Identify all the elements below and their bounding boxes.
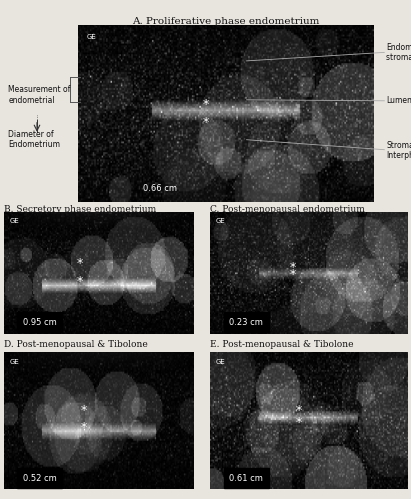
Text: *: * — [289, 261, 296, 274]
Text: *: * — [202, 116, 208, 129]
Text: Endometrial
stroma & epithelium: Endometrial stroma & epithelium — [386, 43, 411, 62]
Text: *: * — [81, 404, 87, 417]
Text: 0.61 cm: 0.61 cm — [229, 474, 263, 483]
Text: GE: GE — [215, 218, 225, 224]
Text: *: * — [295, 416, 302, 429]
Text: GE: GE — [10, 359, 20, 365]
Text: *: * — [289, 268, 296, 281]
Text: C. Post-menopausal endometrium: C. Post-menopausal endometrium — [210, 205, 365, 214]
Text: Lumen: Lumen — [386, 96, 411, 105]
Text: GE: GE — [215, 359, 225, 365]
Text: *: * — [76, 275, 83, 288]
Text: A. Proliferative phase endometrium: A. Proliferative phase endometrium — [132, 17, 320, 26]
Text: GE: GE — [87, 34, 97, 40]
Text: 0.95 cm: 0.95 cm — [23, 317, 57, 326]
Text: *: * — [81, 421, 87, 435]
Text: Diameter of
Endometrium: Diameter of Endometrium — [8, 130, 60, 149]
Text: GE: GE — [10, 218, 20, 224]
Text: Measurement of
endometrial: Measurement of endometrial — [8, 85, 71, 104]
Text: *: * — [202, 98, 208, 111]
Text: 0.66 cm: 0.66 cm — [143, 185, 177, 194]
Text: *: * — [76, 257, 83, 270]
Text: D. Post-menopausal & Tibolone: D. Post-menopausal & Tibolone — [4, 340, 148, 349]
Text: *: * — [295, 404, 302, 417]
Text: 0.52 cm: 0.52 cm — [23, 474, 57, 483]
Text: E. Post-menopausal & Tibolone: E. Post-menopausal & Tibolone — [210, 340, 353, 349]
Text: 0.23 cm: 0.23 cm — [229, 317, 263, 326]
Text: B. Secretory phase endometrium: B. Secretory phase endometrium — [4, 205, 156, 214]
Text: Stromal-myometrial
Interphase: Stromal-myometrial Interphase — [386, 141, 411, 160]
